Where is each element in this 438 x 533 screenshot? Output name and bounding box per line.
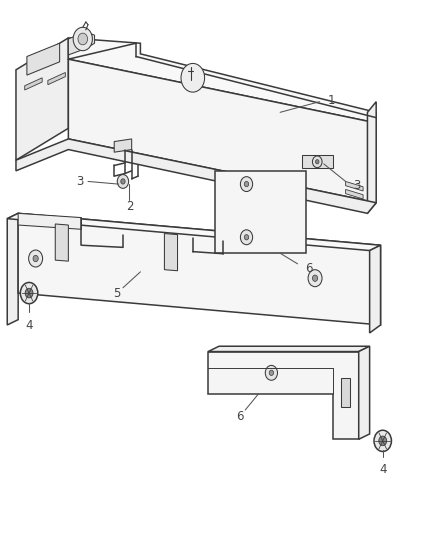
Polygon shape — [359, 346, 370, 439]
Circle shape — [25, 288, 33, 298]
Circle shape — [379, 436, 387, 446]
Circle shape — [240, 230, 253, 245]
Text: 3: 3 — [77, 175, 84, 188]
Polygon shape — [208, 346, 370, 352]
Text: 6: 6 — [305, 262, 313, 275]
Circle shape — [312, 156, 322, 167]
Circle shape — [33, 255, 38, 262]
Polygon shape — [302, 155, 332, 168]
Circle shape — [315, 160, 319, 164]
Text: 2: 2 — [126, 200, 133, 213]
Polygon shape — [27, 43, 60, 75]
Text: 6: 6 — [236, 410, 244, 423]
Circle shape — [312, 275, 318, 281]
Polygon shape — [16, 38, 68, 160]
Polygon shape — [7, 213, 381, 251]
Circle shape — [240, 176, 253, 191]
Polygon shape — [164, 233, 177, 271]
Circle shape — [73, 27, 92, 51]
Polygon shape — [341, 378, 350, 407]
Polygon shape — [68, 59, 376, 203]
Polygon shape — [48, 72, 65, 85]
Circle shape — [117, 174, 129, 188]
Circle shape — [78, 33, 88, 45]
Circle shape — [244, 181, 249, 187]
Text: 3: 3 — [353, 179, 361, 192]
Circle shape — [181, 63, 205, 92]
Polygon shape — [346, 181, 363, 191]
Polygon shape — [114, 139, 132, 152]
Text: 4: 4 — [379, 463, 386, 476]
Polygon shape — [25, 78, 42, 90]
Polygon shape — [18, 213, 81, 229]
Text: 4: 4 — [25, 319, 33, 332]
Polygon shape — [16, 139, 376, 213]
Circle shape — [265, 366, 278, 380]
Circle shape — [374, 430, 392, 451]
Polygon shape — [7, 213, 18, 325]
Circle shape — [308, 270, 322, 287]
Text: 5: 5 — [113, 287, 120, 300]
Polygon shape — [68, 38, 376, 123]
Polygon shape — [367, 102, 376, 213]
Circle shape — [244, 235, 249, 240]
Polygon shape — [68, 31, 95, 55]
Polygon shape — [55, 224, 68, 261]
Circle shape — [20, 282, 38, 304]
Polygon shape — [18, 213, 381, 325]
Circle shape — [28, 250, 42, 267]
Text: 1: 1 — [328, 94, 336, 107]
Polygon shape — [370, 245, 381, 333]
Polygon shape — [346, 189, 363, 199]
Circle shape — [269, 370, 274, 375]
Circle shape — [121, 179, 125, 184]
Polygon shape — [215, 171, 306, 253]
Polygon shape — [208, 352, 359, 439]
